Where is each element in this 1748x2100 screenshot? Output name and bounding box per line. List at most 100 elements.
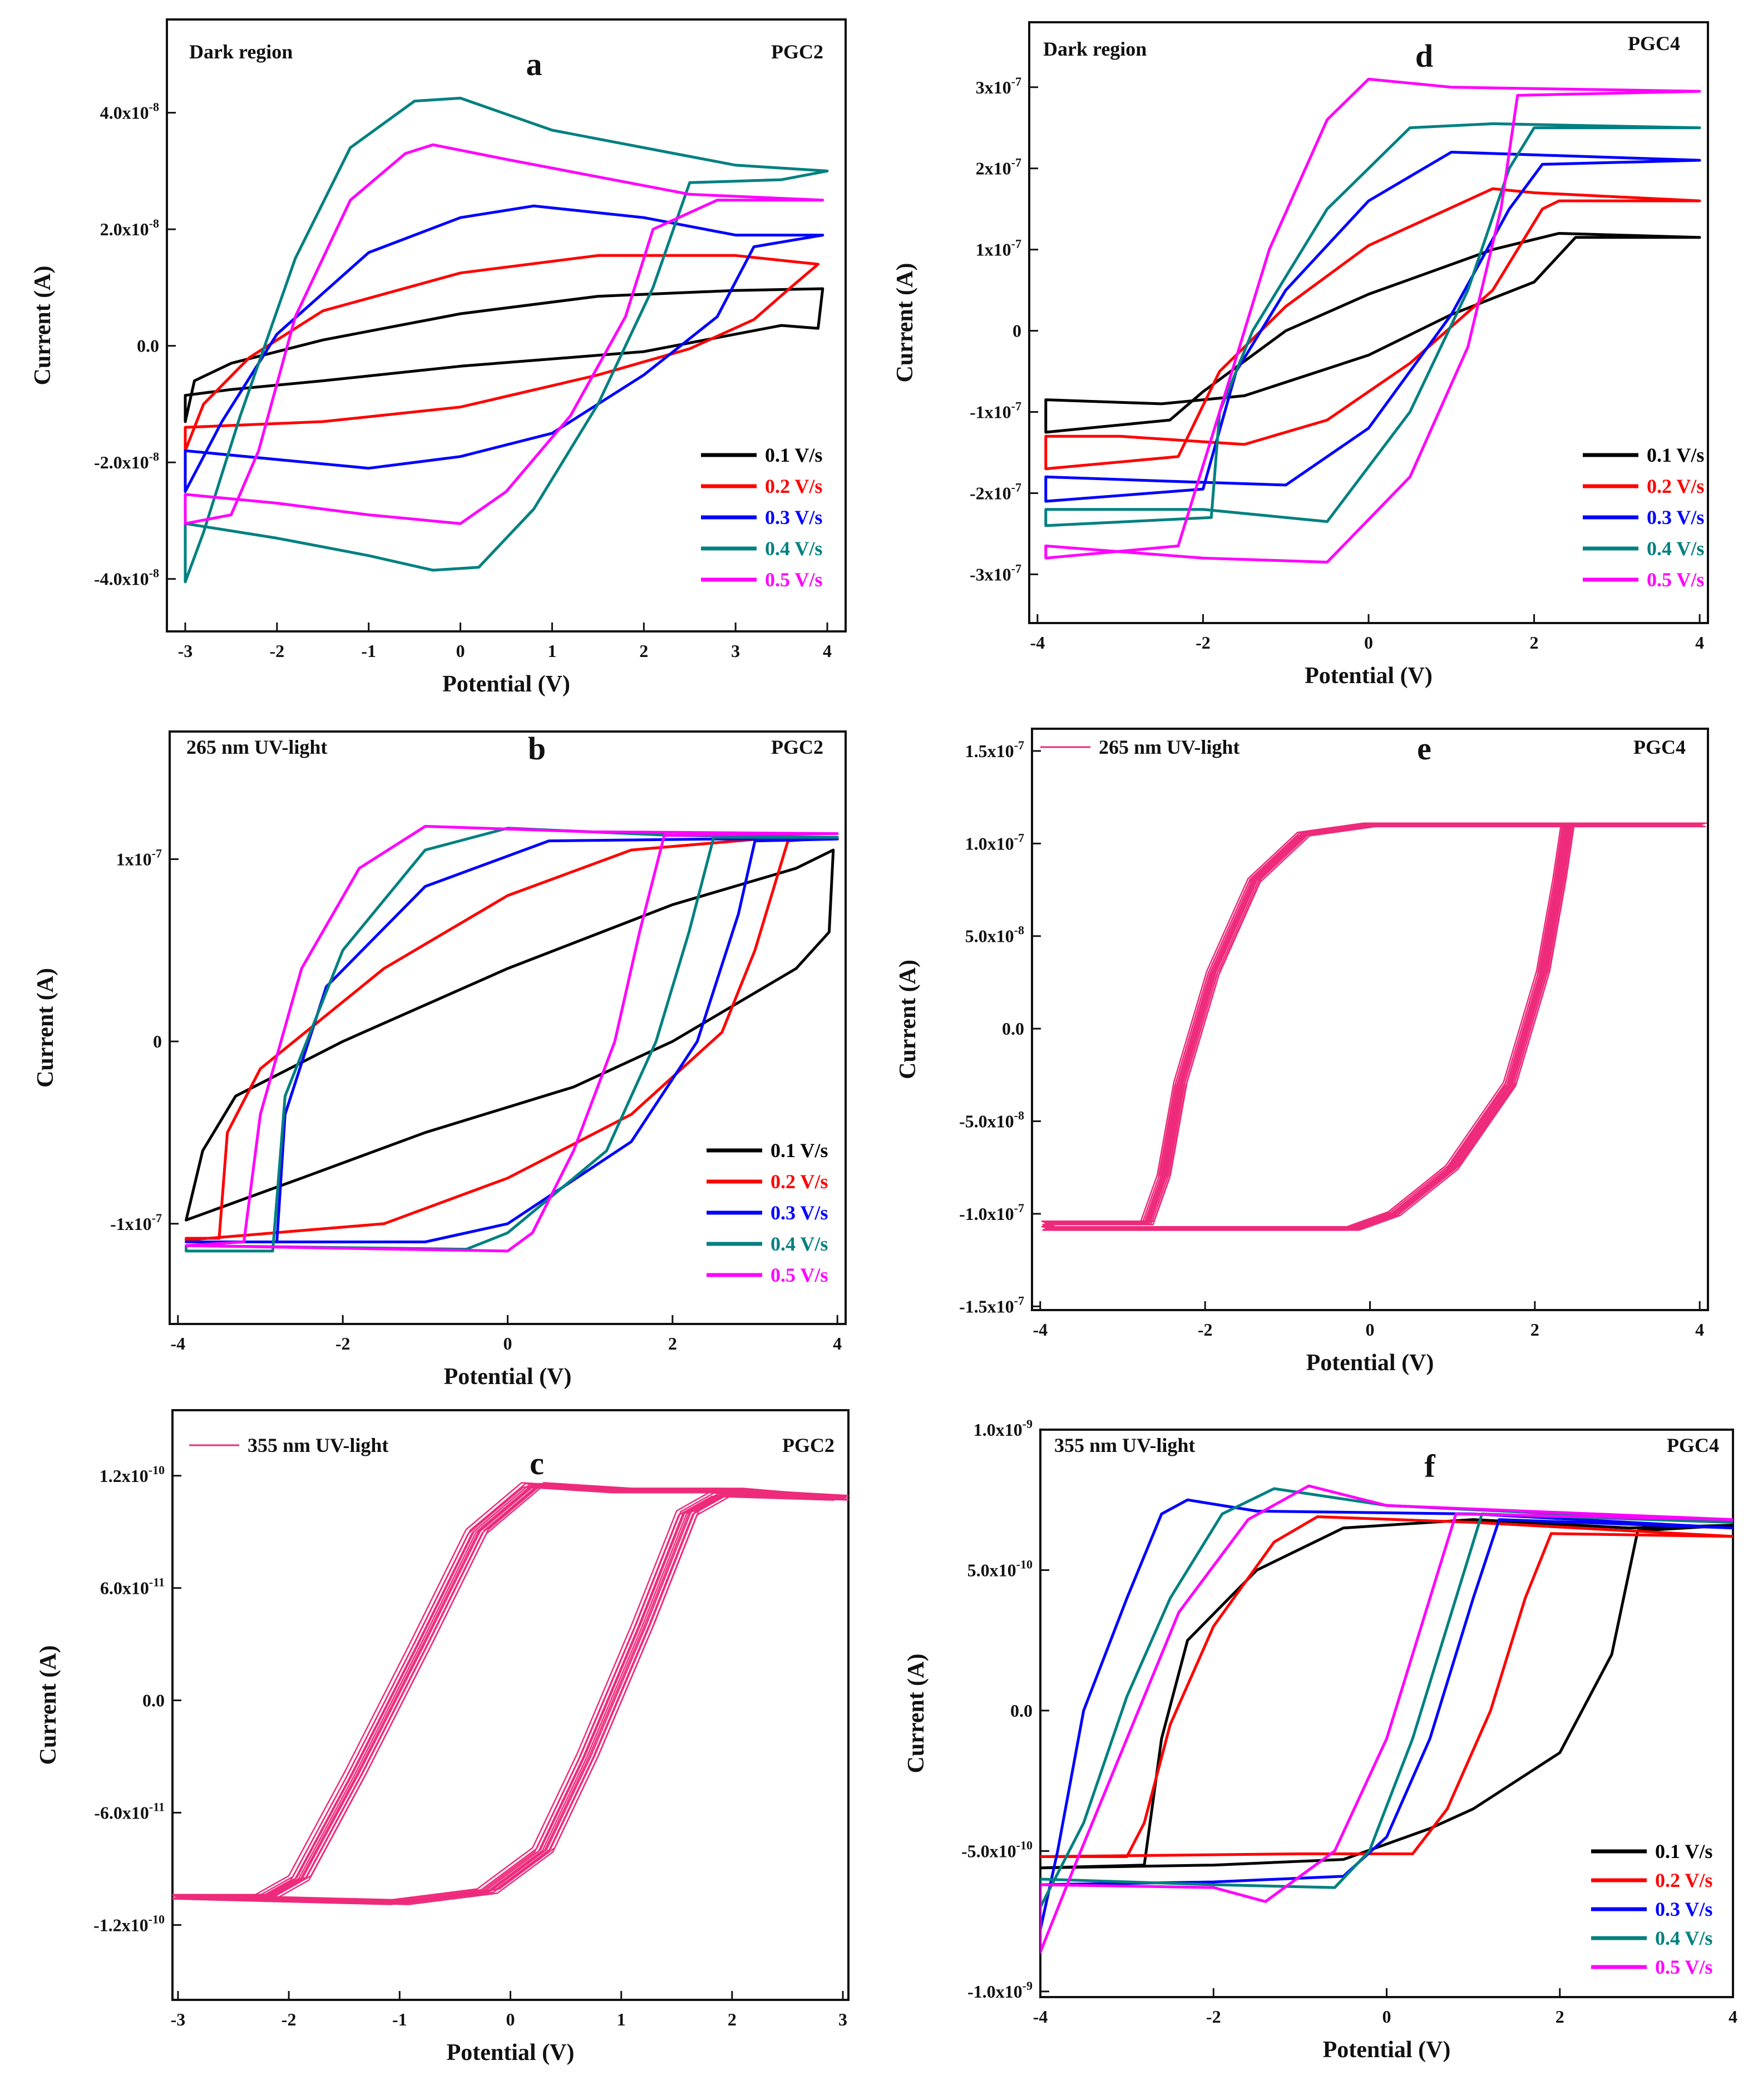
condition-label: Dark region	[189, 41, 293, 63]
x-tick-label: 2	[668, 1333, 677, 1353]
x-tick-label: 4	[823, 641, 832, 661]
y-tick-label: 5.0x10-10	[967, 1557, 1033, 1580]
x-tick-label: -2	[1198, 1320, 1213, 1340]
x-tick-label: -3	[171, 2009, 186, 2029]
y-tick-label: 2.0x10-8	[100, 216, 159, 239]
x-tick-label: 2	[639, 641, 648, 661]
x-tick-label: 1	[547, 641, 556, 661]
series-line-265-nm-uv-light	[1043, 823, 1696, 1228]
series-line-265-nm-uv-light	[1042, 826, 1706, 1231]
series-line-355-nm-uv-light	[172, 1482, 848, 1901]
series-line-355-nm-uv-light	[172, 1482, 833, 1901]
x-tick-label: -2	[1206, 2007, 1221, 2027]
sample-label: PGC4	[1633, 736, 1686, 758]
legend-label: 0.2 V/s	[1647, 475, 1704, 497]
panel-a: -3 -2 -1 0 1 2 3 4 -4.0x10-8 -2.0x10-8 0.0 2.0x10-8…	[30, 18, 847, 697]
y-tick-label: -5.0x10-10	[961, 1838, 1033, 1861]
panel-letter: b	[528, 730, 546, 767]
series-line-355-nm-uv-light	[172, 1485, 839, 1905]
x-tick-label: -4	[1033, 1320, 1048, 1340]
x-tick-label: 2	[1530, 1320, 1539, 1340]
series-line-265-nm-uv-light	[1045, 823, 1698, 1229]
panel-letter: a	[526, 46, 542, 82]
x-tick-label: -4	[1033, 2007, 1048, 2027]
legend: 0.1 V/s 0.2 V/s 0.3 V/s 0.4 V/s 0.5 V/s	[701, 444, 822, 591]
y-tick-label: -1.0x10-7	[959, 1201, 1024, 1224]
y-tick-label: 0.0	[137, 336, 159, 356]
series-line-0-5-v-s	[1040, 1484, 1733, 1954]
panel-f: -4 -2 0 2 4 -1.0x10-9 -5.0x10-10 0.0 5.0x10-10 1.…	[903, 1417, 1737, 2063]
series-line-355-nm-uv-light	[176, 1484, 845, 1904]
series-line-355-nm-uv-light	[172, 1486, 848, 1905]
series-line-355-nm-uv-light	[172, 1486, 835, 1905]
legend-label: 0.2 V/s	[765, 475, 822, 497]
y-tick-label: 1.0x10-7	[965, 831, 1024, 853]
series-line-0-3-v-s	[1044, 151, 1701, 503]
sample-label: PGC4	[1628, 32, 1680, 55]
x-tick-label: 3	[838, 2009, 847, 2029]
panel-b: -4 -2 0 2 4 -1x10-7 0 1x10-7 Potential (V) Curren…	[33, 730, 847, 1390]
y-axis-title: Current (A)	[892, 263, 918, 382]
series-line-265-nm-uv-light	[1047, 824, 1700, 1229]
series-group	[172, 1482, 848, 1905]
x-tick-label: 0	[506, 2009, 515, 2029]
x-tick-label: 2	[728, 2009, 737, 2029]
y-tick-label: 6.0x10-11	[100, 1575, 165, 1598]
x-tick-label: 4	[833, 1333, 842, 1353]
legend: 355 nm UV-light	[189, 1434, 388, 1456]
x-tick-label: 4	[1729, 2007, 1737, 2027]
y-tick-label: 1x10-7	[976, 237, 1021, 260]
series-line-0-4-v-s	[184, 96, 829, 584]
series-line-265-nm-uv-light	[1046, 824, 1699, 1230]
y-tick-label: 0	[153, 1031, 162, 1051]
series-line-355-nm-uv-light	[174, 1484, 841, 1903]
x-tick-label: 4	[1695, 1320, 1704, 1340]
legend-label: 0.3 V/s	[1655, 1898, 1712, 1920]
plot-frame	[1028, 21, 1709, 624]
series-line-0-1-v-s	[1044, 232, 1701, 434]
y-tick-label: 0.0	[1010, 1701, 1033, 1721]
x-tick-label: -2	[270, 641, 285, 661]
series-line-265-nm-uv-light	[1044, 825, 1704, 1231]
y-tick-label: -1.2x10-10	[93, 1912, 165, 1935]
legend-label: 0.5 V/s	[771, 1264, 828, 1286]
series-line-0-1-v-s	[184, 287, 824, 423]
legend-label: 0.4 V/s	[1655, 1927, 1712, 1949]
x-tick-label: -1	[361, 641, 376, 661]
legend-label: 0.5 V/s	[1647, 569, 1704, 591]
y-axis-title: Current (A)	[36, 1645, 61, 1765]
x-tick-label: -2	[282, 2009, 297, 2029]
series-line-265-nm-uv-light	[1042, 826, 1695, 1231]
y-tick-label: -3x10-7	[970, 561, 1021, 584]
y-tick-label: 5.0x10-8	[965, 923, 1024, 946]
x-tick-label: 0	[456, 641, 465, 661]
legend-label: 0.2 V/s	[1655, 1869, 1712, 1891]
x-tick-label: -4	[170, 1333, 185, 1353]
x-tick-label: 1	[617, 2009, 626, 2029]
panel-letter: d	[1415, 38, 1433, 74]
x-axis-title: Potential (V)	[1305, 663, 1433, 689]
y-tick-label: -1.0x10-9	[967, 1979, 1033, 2002]
series-group	[185, 824, 839, 1253]
x-tick-label: -2	[1196, 633, 1211, 653]
panel-letter: e	[1417, 730, 1431, 767]
x-tick-label: -4	[1030, 633, 1045, 653]
legend-label: 355 nm UV-light	[248, 1434, 388, 1456]
x-tick-label: 0	[503, 1333, 512, 1353]
legend: 0.1 V/s 0.2 V/s 0.3 V/s 0.4 V/s 0.5 V/s	[707, 1139, 828, 1286]
series-group	[1044, 77, 1701, 564]
y-tick-label: 4.0x10-8	[100, 100, 159, 123]
series-line-355-nm-uv-light	[174, 1484, 847, 1903]
legend-label: 0.4 V/s	[1647, 537, 1704, 560]
x-tick-label: 0	[1382, 2007, 1391, 2027]
y-tick-label: -2x10-7	[970, 480, 1021, 503]
series-line-265-nm-uv-light	[1046, 824, 1702, 1230]
y-tick-label: -1x10-7	[970, 399, 1021, 422]
series-line-265-nm-uv-light	[1041, 822, 1694, 1228]
y-tick-label: -1x10-7	[110, 1211, 162, 1234]
plot-frame	[166, 18, 847, 633]
series-line-0-2-v-s	[184, 254, 819, 452]
y-axis-title: Current (A)	[30, 265, 56, 385]
x-axis-title: Potential (V)	[1323, 2037, 1451, 2063]
legend-label: 0.2 V/s	[771, 1170, 828, 1193]
